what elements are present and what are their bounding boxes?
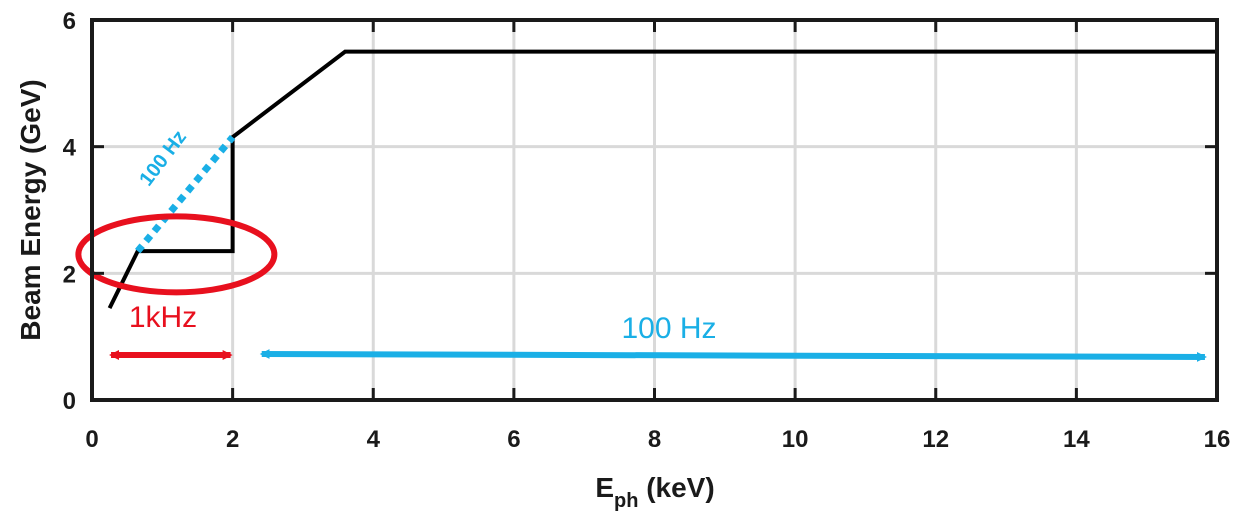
x-tick-label: 10 bbox=[782, 426, 809, 453]
y-tick-label: 4 bbox=[63, 135, 77, 162]
x-axis-label-sub: ph bbox=[614, 490, 638, 512]
low-range-label: 1kHz bbox=[129, 301, 197, 334]
dotted-series-label: 100 Hz bbox=[135, 126, 191, 190]
y-tick-label: 2 bbox=[63, 261, 76, 288]
x-axis-label-main: E bbox=[595, 472, 614, 503]
x-tick-label: 6 bbox=[507, 426, 520, 453]
x-tick-label: 14 bbox=[1063, 426, 1090, 453]
high-range-arrow bbox=[262, 354, 1205, 357]
x-tick-label: 12 bbox=[922, 426, 949, 453]
highlight-ellipse bbox=[78, 216, 274, 292]
x-tick-label: 2 bbox=[226, 426, 239, 453]
high-range-label: 100 Hz bbox=[621, 312, 716, 345]
y-tick-label: 0 bbox=[63, 388, 76, 415]
annotations: 100 Hz 1kHz 100 Hz bbox=[78, 126, 1205, 357]
x-axis-label: Eph (keV) bbox=[595, 472, 714, 512]
x-tick-label: 8 bbox=[648, 426, 661, 453]
x-tick-label: 4 bbox=[367, 426, 381, 453]
y-tick-label: 6 bbox=[63, 8, 76, 35]
data-lines bbox=[110, 52, 1217, 309]
y-axis-label: Beam Energy (GeV) bbox=[15, 79, 46, 340]
solid-series-line bbox=[110, 52, 1217, 309]
x-tick-label: 0 bbox=[85, 426, 98, 453]
x-tick-label: 16 bbox=[1204, 426, 1231, 453]
axis-ticks: 0 2 4 6 8 10 12 14 16 0 2 4 6 bbox=[63, 8, 1231, 453]
x-axis-label-unit: (keV) bbox=[638, 472, 714, 503]
